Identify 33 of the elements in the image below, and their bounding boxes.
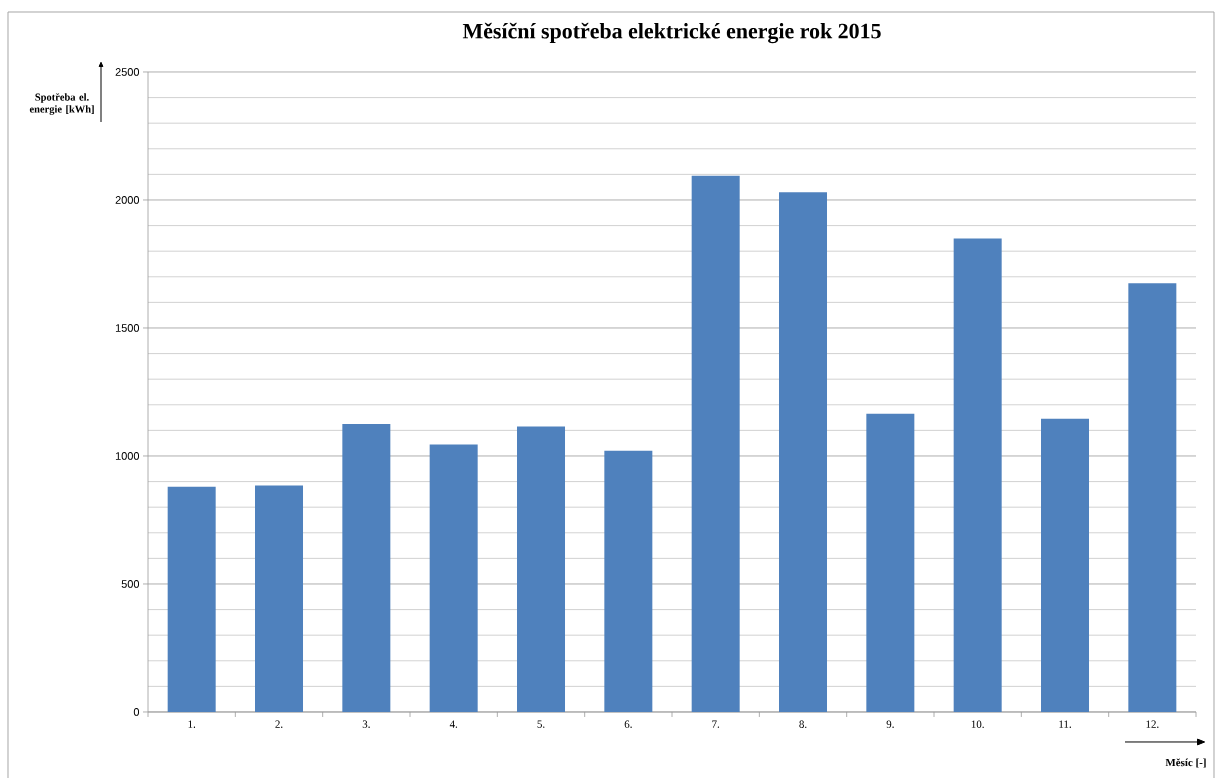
x-tick-label: 6.	[624, 720, 632, 728]
bar	[1128, 283, 1177, 712]
x-tick-label: 12.	[1146, 720, 1159, 728]
x-tick-label: 3.	[362, 720, 370, 728]
bar	[866, 413, 915, 712]
bar	[429, 444, 478, 712]
x-tick-label: 8.	[799, 720, 807, 728]
bar	[691, 175, 740, 712]
y-axis-title: Spotřeba el. energie [kWh]	[29, 93, 94, 115]
bar	[342, 423, 391, 712]
bar	[953, 238, 1002, 712]
y-tick-label: 2000	[115, 196, 140, 204]
bar	[517, 426, 566, 712]
chart-title: Měsíční spotřeba elektrické energie rok 2015	[462, 22, 881, 44]
x-tick-label: 5.	[537, 720, 545, 728]
x-axis-title: Měsíc [-]	[1165, 758, 1206, 768]
x-tick-label: 10.	[971, 720, 984, 728]
x-tick-label: 11.	[1059, 720, 1071, 728]
y-tick-label: 1000	[115, 452, 140, 460]
y-tick-label: 500	[121, 580, 140, 588]
bar	[255, 485, 304, 712]
x-tick-label: 2.	[275, 720, 283, 728]
bar	[1041, 418, 1090, 712]
x-tick-label: 4.	[449, 720, 458, 728]
y-tick-label: 2500	[115, 68, 140, 76]
x-tick-label: 1.	[188, 720, 196, 728]
y-tick-label: 1500	[115, 324, 140, 332]
bar	[779, 192, 828, 712]
bar	[604, 450, 653, 712]
x-tick-label: 9.	[886, 720, 894, 728]
y-tick-label: 0	[133, 708, 140, 716]
bar	[167, 486, 216, 712]
x-tick-label: 7.	[712, 720, 720, 728]
